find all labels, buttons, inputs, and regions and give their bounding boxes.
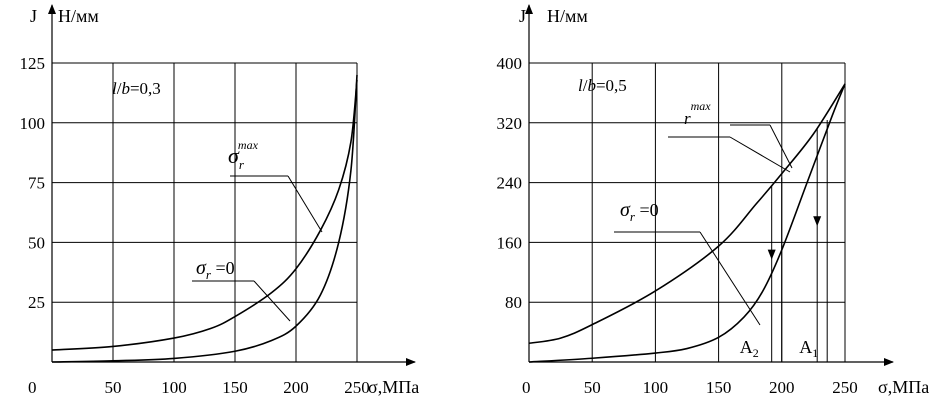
label-sigma-r-max-right: rmax xyxy=(684,99,711,128)
marker-arrow xyxy=(813,216,822,227)
x-tick-label: 100 xyxy=(643,378,669,397)
label-sigma-r-zero-left: σr =0 xyxy=(196,257,235,282)
y-axis-unit-right: Н/мм xyxy=(547,6,588,26)
x-axis-title-right: σ,МПа xyxy=(878,377,929,397)
marker-label: A2 xyxy=(740,337,759,360)
x-tick-label: 50 xyxy=(105,378,122,397)
curves-right xyxy=(528,83,846,363)
series-line-1 xyxy=(51,74,358,363)
x-tick-label: 250 xyxy=(344,378,370,397)
y-tick-label: 320 xyxy=(497,114,523,133)
x-tick-label: 50 xyxy=(584,378,601,397)
leader-sigma-r-max-left-2 xyxy=(287,175,323,233)
x-tick-label: 150 xyxy=(706,378,732,397)
y-axis-letter-right: J xyxy=(519,6,526,26)
y-tick-label: 160 xyxy=(497,233,523,252)
series-line-1 xyxy=(528,83,846,363)
y-tick-label: 50 xyxy=(28,233,45,252)
x-tick-label: 100 xyxy=(161,378,187,397)
leader-sigma-r-zero-right-2 xyxy=(699,231,761,326)
y-tick-label: 240 xyxy=(497,174,523,193)
chart-right: J Н/мм σ,МПа 0 50 100 150 200 250 80 160 240 320… xyxy=(497,4,929,397)
y-tick-label: 125 xyxy=(20,54,46,73)
marker-label: A1 xyxy=(799,337,818,360)
y-tick-label: 400 xyxy=(497,54,523,73)
y-tick-label: 75 xyxy=(28,174,45,193)
parameter-label-left: l/b=0,3 xyxy=(112,79,161,98)
x-tick-label: 250 xyxy=(832,378,858,397)
x-origin-label-left: 0 xyxy=(28,378,37,397)
markers-right: A2 A1 xyxy=(740,120,828,362)
grid-left xyxy=(52,62,358,362)
x-origin-label-right: 0 xyxy=(522,378,531,397)
tick-labels-right: 50 100 150 200 250 80 160 240 320 400 xyxy=(497,54,858,397)
x-tick-label: 200 xyxy=(769,378,795,397)
leader-sigma-r-max-right-4 xyxy=(769,124,793,169)
y-tick-label: 80 xyxy=(505,293,522,312)
curves-left xyxy=(51,74,358,363)
leader-sigma-r-max-right-2 xyxy=(729,136,791,173)
series-line-0 xyxy=(51,79,358,351)
leader-sigma-r-zero-left-2 xyxy=(253,280,291,322)
y-tick-label: 100 xyxy=(20,114,46,133)
parameter-label-right: l/b=0,5 xyxy=(578,76,627,95)
label-sigma-r-zero-right: σr =0 xyxy=(620,199,659,224)
label-sigma-r-max-left: σrmax xyxy=(228,138,259,172)
x-tick-label: 150 xyxy=(222,378,248,397)
series-line-0 xyxy=(528,83,846,345)
x-tick-label: 200 xyxy=(283,378,309,397)
tick-labels-left: 50 100 150 200 250 25 50 75 100 125 xyxy=(20,54,370,397)
marker-arrow xyxy=(767,249,776,260)
grid-right xyxy=(529,62,846,362)
x-axis-title-left: σ,МПа xyxy=(368,377,419,397)
y-axis-letter-left: J xyxy=(30,6,37,26)
chart-left: J Н/мм σ,МПа 0 50 100 150 200 250 25 50 75 100 12… xyxy=(20,4,419,397)
y-tick-label: 25 xyxy=(28,293,45,312)
y-axis-unit-left: Н/мм xyxy=(58,6,99,26)
